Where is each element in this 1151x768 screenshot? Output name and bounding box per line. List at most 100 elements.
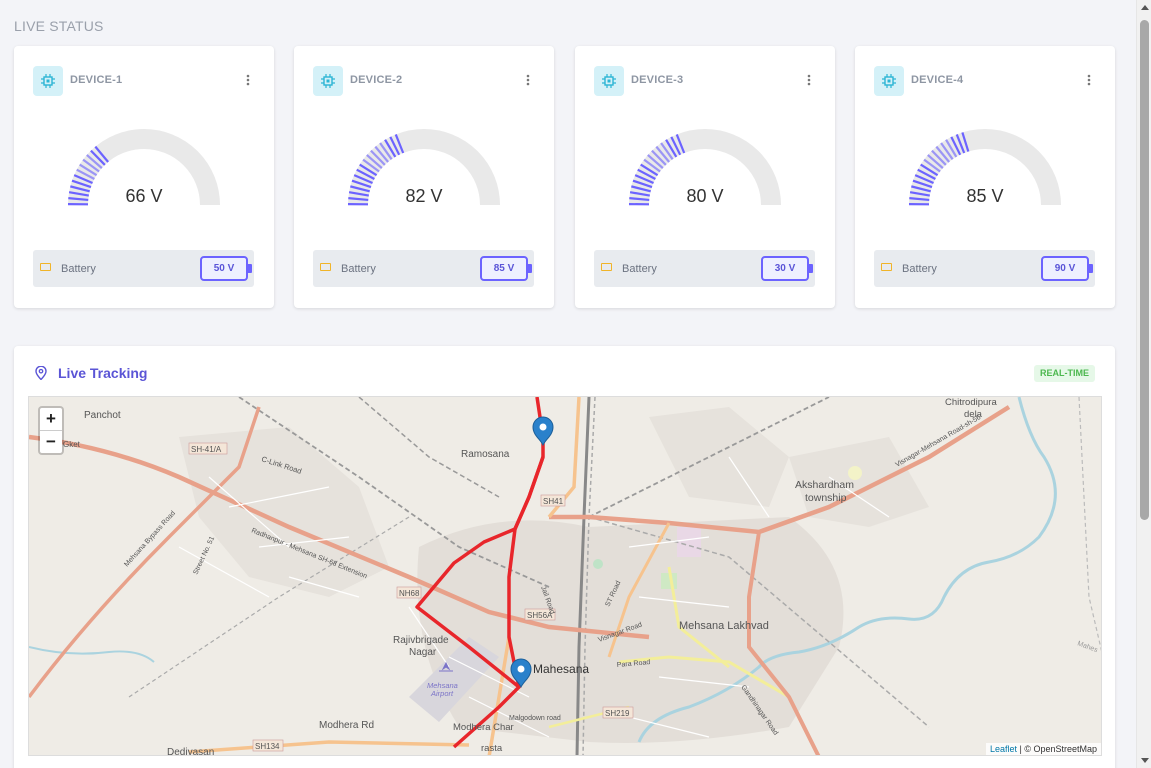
battery-tip (528, 264, 532, 273)
battery-icon (881, 263, 892, 271)
map-label: Mahesana (533, 662, 589, 676)
gauge-segment (73, 174, 93, 184)
voltage-gauge (908, 129, 1061, 206)
airport-icon (439, 661, 453, 672)
location-pin-icon (35, 365, 47, 385)
chip-icon (594, 66, 624, 96)
chip-icon (874, 66, 904, 96)
gauge-segment (917, 168, 936, 180)
device-name: DEVICE-4 (911, 74, 964, 86)
gauge-segment (651, 149, 667, 166)
leaflet-link[interactable]: Leaflet (989, 744, 1017, 754)
realtime-badge: REAL-TIME (1034, 365, 1095, 382)
gauge-segment (940, 142, 954, 160)
scrollbar-thumb[interactable] (1140, 20, 1149, 520)
gauge-segment (643, 158, 661, 173)
gauge-segment (82, 158, 100, 173)
chip-icon (33, 66, 63, 96)
gauge-segment (350, 185, 370, 193)
map-label: rasta (481, 743, 503, 754)
gauge-segment (94, 145, 109, 163)
gauge-segment (356, 168, 375, 180)
map-label: Modhera Rd (319, 720, 374, 731)
battery-icon (601, 263, 612, 271)
gauge-track (68, 129, 220, 206)
page-scrollbar[interactable] (1136, 0, 1151, 768)
gauge-segment (647, 154, 664, 169)
more-options-icon[interactable] (520, 72, 536, 88)
voltage-value: 85 V (966, 186, 1004, 206)
gauge-segment (637, 168, 656, 180)
voltage-gauge (67, 129, 220, 206)
battery-row: Battery 50 V (33, 250, 254, 287)
battery-label: Battery (61, 263, 96, 275)
battery-label: Battery (341, 263, 376, 275)
battery-tip (1089, 264, 1093, 273)
device-card-3: DEVICE-3 80 V Battery 30 V (575, 46, 835, 308)
gauge-segment (640, 163, 659, 177)
gauge-segment (370, 149, 386, 166)
gauge-track (909, 129, 1061, 206)
voltage-gauge (347, 129, 500, 206)
battery-value-badge: 85 V (480, 256, 528, 281)
more-options-icon[interactable] (240, 72, 256, 88)
device-card-4: DEVICE-4 85 V Battery 90 V (855, 46, 1115, 308)
gauge-segment (634, 174, 654, 184)
map-label: Para Road (617, 659, 651, 669)
gauge-segment (71, 179, 92, 189)
map-marker-icon[interactable] (510, 658, 532, 689)
map-label: Airport (430, 689, 454, 698)
more-options-icon[interactable] (1081, 72, 1097, 88)
gauge-segment (629, 191, 650, 197)
live-tracking-panel: Live Tracking REAL-TIME (14, 346, 1115, 768)
gauge-segment (950, 136, 962, 156)
map-tiles[interactable]: SH-41/A SH41 NH68 SH56A SH219 SH134 Panc… (29, 397, 1102, 756)
gauge-segment (374, 145, 389, 163)
battery-label: Battery (902, 263, 937, 275)
map-label: NH68 (399, 589, 420, 598)
map-label: Akshardham (795, 479, 854, 491)
gauge-segment (379, 142, 393, 160)
gauge-segment (359, 163, 378, 177)
gauge-segment (931, 149, 947, 166)
gauge-segment (70, 185, 90, 193)
map-label: SH-41/A (191, 445, 222, 454)
map-label: township (805, 492, 847, 504)
gauge-segment (362, 158, 380, 173)
more-options-icon[interactable] (801, 72, 817, 88)
battery-value-badge: 50 V (200, 256, 248, 281)
map-label: dela (964, 409, 983, 420)
gauge-segment (351, 179, 372, 189)
map-view[interactable]: SH-41/A SH41 NH68 SH56A SH219 SH134 Panc… (28, 396, 1102, 756)
voltage-value: 82 V (405, 186, 443, 206)
gauge-segment (909, 197, 930, 202)
map-label: Rajivbrigade (393, 635, 449, 646)
attribution-text: | © OpenStreetMap (1016, 744, 1097, 754)
gauge-segment (955, 134, 966, 154)
map-marker-icon[interactable] (532, 416, 554, 447)
gauge-segment (394, 134, 405, 154)
gauge-segment (348, 191, 369, 197)
zoom-in-button[interactable]: + (40, 408, 62, 431)
gauge-segment (927, 154, 944, 169)
gauge-segment (389, 136, 401, 156)
scroll-up-arrow-icon[interactable] (1141, 5, 1149, 10)
map-attribution: Leaflet | © OpenStreetMap (985, 743, 1101, 755)
map-label: Malgodown road (509, 715, 561, 722)
gauge-segment (675, 134, 686, 154)
map-label: Street No. 51 (192, 535, 216, 575)
gauge-segment (961, 132, 970, 152)
battery-tip (248, 264, 252, 273)
scroll-down-arrow-icon[interactable] (1141, 758, 1149, 763)
map-label: Mehsana Lakhvad (679, 620, 769, 632)
gauge-segment (631, 185, 651, 193)
voltage-value: 66 V (125, 186, 163, 206)
map-label: Visnagar-Mehsana Road-sh-56 (895, 414, 983, 469)
battery-value-badge: 30 V (761, 256, 809, 281)
map-label: Chitrodipura (945, 397, 997, 408)
zoom-out-button[interactable]: − (46, 432, 56, 451)
map-label: SH219 (605, 709, 630, 718)
gauge-segment (909, 191, 930, 197)
device-name: DEVICE-1 (70, 74, 123, 86)
gauge-segment (920, 163, 939, 177)
